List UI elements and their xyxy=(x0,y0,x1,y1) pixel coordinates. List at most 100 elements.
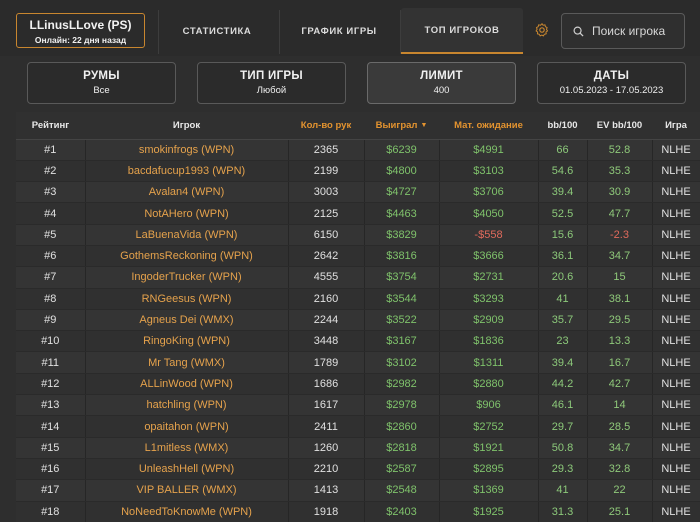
tab-top-players[interactable]: ТОП ИГРОКОВ xyxy=(401,8,523,54)
cell-bb100: 23 xyxy=(537,330,588,353)
cell-player-name[interactable]: NoNeedToKnowMe (WPN) xyxy=(84,501,289,522)
profile-online-status: Онлайн: 22 дня назад xyxy=(34,35,127,45)
cell-rank: #9 xyxy=(16,309,85,332)
cell-game: NLHE xyxy=(651,501,700,522)
cell-expected-value: $3706 xyxy=(439,181,538,204)
cell-hands: 2365 xyxy=(288,139,364,161)
cell-player-name[interactable]: RingoKing (WPN) xyxy=(84,330,289,353)
cell-player-name[interactable]: NotAHero (WPN) xyxy=(84,202,289,225)
cell-ev-bb100: 34.7 xyxy=(587,245,652,268)
cell-player-name[interactable]: IngoderTrucker (WPN) xyxy=(84,266,289,289)
cell-ev-bb100: 14 xyxy=(587,394,652,417)
cell-player-name[interactable]: smokinfrogs (WPN) xyxy=(84,139,289,161)
table-row[interactable]: #18 NoNeedToKnowMe (WPN) 1918 $2403 $1925 31.… xyxy=(16,501,700,522)
cell-game: NLHE xyxy=(651,437,700,459)
cell-expected-value: $2752 xyxy=(439,415,538,438)
table-row[interactable]: #17 VIP BALLER (WMX) 1413 $2548 $1369 41 22 NLH… xyxy=(16,479,700,502)
cell-player-name[interactable]: UnleashHell (WPN) xyxy=(84,458,289,481)
cell-player-name[interactable]: RNGeesus (WPN) xyxy=(84,288,289,310)
cell-won: $2548 xyxy=(363,479,440,502)
profile-card[interactable]: LLinusLLove (PS) Онлайн: 22 дня назад xyxy=(16,13,145,48)
table-row[interactable]: #10 RingoKing (WPN) 3448 $3167 $1836 23 13.3 NL… xyxy=(16,330,700,353)
cell-hands: 1413 xyxy=(288,479,364,502)
cell-player-name[interactable]: L1mitless (WMX) xyxy=(84,437,289,459)
cell-player-name[interactable]: Avalan4 (WPN) xyxy=(84,181,289,204)
cell-game: NLHE xyxy=(651,309,700,332)
cell-player-name[interactable]: LaBuenaVida (WPN) xyxy=(84,224,289,246)
cell-expected-value: $2909 xyxy=(439,309,538,332)
cell-hands: 2125 xyxy=(288,202,364,225)
table-row[interactable]: #15 L1mitless (WMX) 1260 $2818 $1921 50.8 34.7… xyxy=(16,437,700,459)
cell-hands: 6150 xyxy=(288,224,364,246)
cell-hands: 3003 xyxy=(288,181,364,204)
column-header-hands[interactable]: Кол-во рук xyxy=(288,112,364,140)
column-header-ev[interactable]: Мат. ожидание xyxy=(439,112,538,140)
gear-icon xyxy=(535,23,549,37)
cell-hands: 2642 xyxy=(288,245,364,268)
cell-hands: 4555 xyxy=(288,266,364,289)
cell-bb100: 50.8 xyxy=(537,437,588,459)
cell-game: NLHE xyxy=(651,202,700,225)
table-row[interactable]: #2 bacdafucup1993 (WPN) 2199 $4800 $3103 54.6… xyxy=(16,160,700,183)
cell-bb100: 44.2 xyxy=(537,373,588,396)
cell-player-name[interactable]: hatchling (WPN) xyxy=(84,394,289,417)
column-header-bb100[interactable]: bb/100 xyxy=(538,112,587,140)
column-header-game[interactable]: Игра xyxy=(652,112,700,140)
cell-player-name[interactable]: ALLinWood (WPN) xyxy=(84,373,289,396)
filter-value: 400 xyxy=(433,85,450,96)
cell-hands: 1686 xyxy=(288,373,364,396)
cell-ev-bb100: 42.7 xyxy=(587,373,652,396)
column-header-won[interactable]: Выиграл ▼ xyxy=(364,112,439,140)
search-input[interactable] xyxy=(592,24,684,38)
table-row[interactable]: #12 ALLinWood (WPN) 1686 $2982 $2880 44.2 42.7… xyxy=(16,373,700,396)
settings-button[interactable] xyxy=(531,19,553,41)
cell-player-name[interactable]: bacdafucup1993 (WPN) xyxy=(84,160,289,183)
cell-rank: #10 xyxy=(16,330,85,353)
table-row[interactable]: #5 LaBuenaVida (WPN) 6150 $3829 -$558 15.6 -2.… xyxy=(16,224,700,246)
filter-dates[interactable]: ДАТЫ 01.05.2023 - 17.05.2023 xyxy=(537,62,686,104)
tab-statistics[interactable]: СТАТИСТИКА xyxy=(182,25,252,37)
cell-player-name[interactable]: Mr Tang (WMX) xyxy=(84,351,289,374)
cell-expected-value: $906 xyxy=(439,394,538,417)
table-row[interactable]: #6 GothemsReckoning (WPN) 2642 $3816 $3666 36… xyxy=(16,245,700,268)
table-row[interactable]: #16 UnleashHell (WPN) 2210 $2587 $2895 29.3 32… xyxy=(16,458,700,481)
cell-player-name[interactable]: GothemsReckoning (WPN) xyxy=(84,245,289,268)
column-header-rank[interactable]: Рейтинг xyxy=(16,112,85,140)
column-header-ev-bb100[interactable]: EV bb/100 xyxy=(587,112,652,140)
cell-player-name[interactable]: opaitahon (WPN) xyxy=(84,415,289,438)
cell-rank: #4 xyxy=(16,202,85,225)
table-row[interactable]: #14 opaitahon (WPN) 2411 $2860 $2752 29.7 28.5… xyxy=(16,415,700,438)
cell-expected-value: $1836 xyxy=(439,330,538,353)
table-row[interactable]: #1 smokinfrogs (WPN) 2365 $6239 $4991 66 52.8 N… xyxy=(16,139,700,161)
table-row[interactable]: #13 hatchling (WPN) 1617 $2978 $906 46.1 14 NLH… xyxy=(16,394,700,417)
cell-bb100: 52.5 xyxy=(537,202,588,225)
search-icon xyxy=(573,26,584,37)
table-row[interactable]: #3 Avalan4 (WPN) 3003 $4727 $3706 39.4 30.9 NLH… xyxy=(16,181,700,204)
table-row[interactable]: #9 Agneus Dei (WMX) 2244 $3522 $2909 35.7 29.5… xyxy=(16,309,700,332)
cell-ev-bb100: 15 xyxy=(587,266,652,289)
table-row[interactable]: #7 IngoderTrucker (WPN) 4555 $3754 $2731 20.6… xyxy=(16,266,700,289)
cell-rank: #12 xyxy=(16,373,85,396)
player-search[interactable] xyxy=(561,13,685,49)
cell-game: NLHE xyxy=(651,288,700,310)
column-header-player[interactable]: Игрок xyxy=(85,112,288,140)
cell-ev-bb100: 35.3 xyxy=(587,160,652,183)
profile-name: LLinusLLove (PS) xyxy=(29,18,132,32)
table-row[interactable]: #4 NotAHero (WPN) 2125 $4463 $4050 52.5 47.7 NL… xyxy=(16,202,700,225)
table-row[interactable]: #8 RNGeesus (WPN) 2160 $3544 $3293 41 38.1 NLHE xyxy=(16,288,700,310)
cell-player-name[interactable]: Agneus Dei (WMX) xyxy=(84,309,289,332)
filter-limit[interactable]: ЛИМИТ 400 xyxy=(367,62,516,104)
cell-hands: 1260 xyxy=(288,437,364,459)
column-header-won-label: Выиграл xyxy=(375,119,418,131)
filter-game-type[interactable]: ТИП ИГРЫ Любой xyxy=(197,62,346,104)
tab-game-graph[interactable]: ГРАФИК ИГРЫ xyxy=(301,25,377,37)
filter-rooms[interactable]: РУМЫ Все xyxy=(27,62,176,104)
cell-bb100: 29.3 xyxy=(537,458,588,481)
top-navigation: LLinusLLove (PS) Онлайн: 22 дня назад СТ… xyxy=(0,0,700,56)
cell-won: $2818 xyxy=(363,437,440,459)
cell-game: NLHE xyxy=(651,351,700,374)
cell-expected-value: $4050 xyxy=(439,202,538,225)
cell-won: $3754 xyxy=(363,266,440,289)
cell-player-name[interactable]: VIP BALLER (WMX) xyxy=(84,479,289,502)
table-row[interactable]: #11 Mr Tang (WMX) 1789 $3102 $1311 39.4 16.7 NL… xyxy=(16,351,700,374)
